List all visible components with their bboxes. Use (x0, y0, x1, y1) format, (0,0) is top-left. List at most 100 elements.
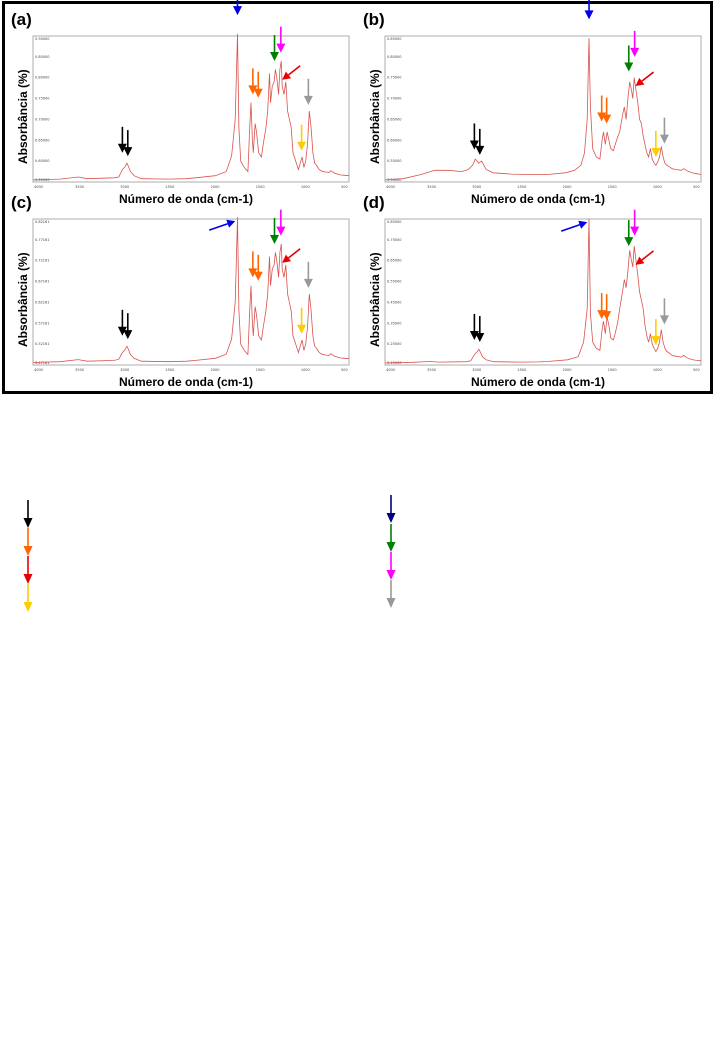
y-tick-label: 0.60000 (35, 159, 49, 163)
spectrum-panel-a: (a) Absorbância (%) Número de onda (cm-1) 0… (5, 0, 355, 206)
panel-label: (b) (363, 10, 385, 29)
x-axis-label: Número de onda (cm-1) (119, 192, 254, 206)
y-tick-label: 0.62161 (35, 300, 49, 304)
y-tick-label: 0.65000 (387, 259, 401, 263)
peak-arrow (475, 128, 485, 155)
x-tick-label: 2000 (211, 185, 220, 189)
x-tick-label: 4000 (34, 185, 43, 189)
legend-arrow-icon (20, 500, 36, 530)
x-tick-label: 500 (341, 185, 348, 189)
y-tick-label: 0.80000 (387, 55, 401, 59)
x-axis-label: Número de onda (cm-1) (119, 375, 254, 389)
x-tick-label: 2500 (517, 368, 526, 372)
peak-arrow (282, 65, 301, 80)
x-tick-label: 1500 (608, 185, 617, 189)
peak-arrow (475, 316, 485, 343)
peak-arrow (117, 126, 127, 153)
peak-arrow (635, 250, 655, 265)
x-tick-label: 3500 (75, 368, 84, 372)
x-tick-label: 2500 (165, 368, 174, 372)
peak-arrow (602, 97, 612, 124)
x-tick-label: 3000 (120, 368, 129, 372)
plot-frame (32, 218, 350, 366)
peak-arrow (659, 298, 669, 325)
y-axis-label: Absorbância (%) (16, 69, 30, 164)
x-tick-label: 500 (693, 185, 700, 189)
y-tick-label: 0.85000 (35, 55, 49, 59)
spectrum-line (32, 33, 350, 181)
y-tick-label: 0.75000 (35, 97, 49, 101)
peak-arrow (602, 294, 612, 321)
peak-arrow (651, 319, 661, 346)
y-tick-label: 0.25000 (387, 342, 401, 346)
plot-frame (384, 35, 702, 183)
panel-label: (d) (363, 193, 385, 212)
y-tick-label: 0.75000 (387, 238, 401, 242)
y-tick-label: 0.52161 (35, 342, 49, 346)
panel-label: (c) (11, 193, 32, 212)
peak-arrow (282, 248, 301, 263)
x-tick-label: 500 (693, 368, 700, 372)
peak-arrow (248, 251, 258, 278)
x-tick-label: 4000 (386, 185, 395, 189)
peak-arrow (630, 209, 640, 236)
peak-arrow (232, 0, 242, 16)
x-tick-label: 1000 (301, 185, 310, 189)
x-tick-label: 1500 (256, 185, 265, 189)
spectrum-line (384, 218, 702, 364)
y-tick-label: 0.57161 (35, 321, 49, 325)
peak-arrow (117, 309, 127, 336)
y-tick-label: 0.55000 (387, 280, 401, 284)
y-tick-label: 0.82161 (35, 220, 49, 224)
legend-arrow-icon (20, 584, 36, 614)
y-tick-label: 0.70000 (35, 117, 49, 121)
x-tick-label: 1000 (653, 185, 662, 189)
legend-arrow-icon (383, 495, 399, 525)
x-tick-label: 1000 (301, 368, 310, 372)
y-tick-label: 0.90000 (35, 37, 49, 41)
x-tick-label: 2000 (211, 368, 220, 372)
peak-arrow (624, 45, 634, 72)
y-axis-label: Absorbância (%) (16, 252, 30, 347)
peak-arrow (303, 78, 313, 105)
y-tick-label: 0.65000 (387, 117, 401, 121)
y-tick-label: 0.70000 (387, 97, 401, 101)
spectrum-panel-d: (d) Absorbância (%) Número de onda (cm-1) 0… (357, 187, 707, 389)
y-tick-label: 0.85000 (387, 37, 401, 41)
x-tick-label: 500 (341, 368, 348, 372)
peak-arrow (123, 313, 133, 340)
legend-arrow-icon (20, 528, 36, 558)
spectrum-panel-b: (b) Absorbância (%) Número de onda (cm-1) 0… (357, 0, 707, 206)
x-tick-label: 4000 (34, 368, 43, 372)
peak-arrow (208, 219, 236, 231)
x-tick-label: 2000 (563, 368, 572, 372)
x-axis-label: Número de onda (cm-1) (471, 375, 606, 389)
peak-arrow (248, 68, 258, 95)
y-axis-label: Absorbância (%) (368, 252, 382, 347)
x-tick-label: 3000 (472, 368, 481, 372)
y-tick-label: 0.75000 (387, 76, 401, 80)
y-tick-label: 0.45000 (387, 300, 401, 304)
plot-frame (384, 218, 702, 366)
spectrum-line (32, 217, 350, 363)
x-tick-label: 1500 (608, 368, 617, 372)
peak-arrow (635, 71, 655, 87)
peak-arrow (659, 117, 669, 144)
spectrum-plot: 0.550000.600000.650000.700000.750000.800… (32, 0, 350, 189)
x-tick-label: 2000 (563, 185, 572, 189)
x-axis-label: Número de onda (cm-1) (471, 192, 606, 206)
peak-arrow (253, 71, 263, 98)
spectrum-plot: 0.150000.250000.350000.450000.550000.650… (384, 209, 702, 372)
spectra-figure: (a) Absorbância (%) Número de onda (cm-1) 0… (2, 0, 713, 394)
legend-arrow-icon (383, 524, 399, 554)
peak-arrow (624, 220, 634, 247)
peak-arrow (123, 130, 133, 157)
y-tick-label: 0.77161 (35, 238, 49, 242)
y-tick-label: 0.60000 (387, 138, 401, 142)
x-tick-label: 2500 (517, 185, 526, 189)
y-tick-label: 0.85000 (387, 220, 401, 224)
y-tick-label: 0.72161 (35, 259, 49, 263)
peak-arrow (276, 209, 286, 236)
y-axis-label: Absorbância (%) (368, 69, 382, 164)
y-tick-label: 0.65000 (35, 138, 49, 142)
